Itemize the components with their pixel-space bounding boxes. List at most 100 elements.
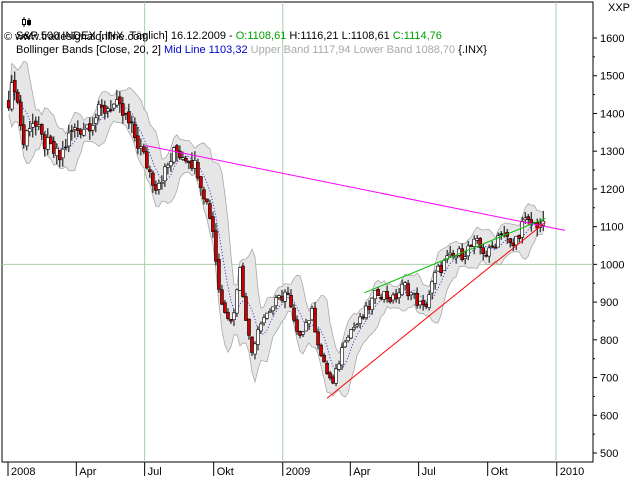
candle-body [229,319,233,322]
candle-body [412,293,416,295]
candle-body [64,146,68,149]
plot-area [1,1,594,463]
candle-body [48,136,53,145]
candle-body [163,166,167,182]
candle-body [463,256,467,259]
candle-body [12,79,17,93]
y-tick-label: 500 [600,448,618,460]
candle-body [36,124,41,127]
legend-symbol-label: S&P 500 INDEX [.INX Täglich] [16,30,168,42]
candle-body [21,124,26,145]
candle-body [475,238,479,241]
symbol-code: XXP [607,2,630,14]
candle-body [442,260,446,271]
candle-body [169,161,173,167]
legend-symbol-suffix: {.INX} [458,44,487,56]
candle-body [490,245,494,248]
candle-body [106,108,110,112]
candle-body [430,281,434,294]
candle-body [247,318,251,336]
candle-body [253,343,257,355]
candle-body [166,164,170,168]
candle-body [235,289,239,314]
candle-body [373,289,377,300]
candle-body [406,283,410,297]
candle-body [454,255,458,259]
candle-body [394,293,398,300]
candle-body [436,265,440,272]
candle-body [220,289,224,305]
candle-body [424,303,428,307]
x-tick-label: Apr [79,466,96,478]
candle-body [388,297,392,303]
legend-mid-line: Mid Line 1103,32 [163,44,248,56]
candle-body [39,123,44,135]
candle-body [340,347,344,366]
candle-body [9,82,14,110]
candle-body [127,111,131,124]
candle-body [514,235,519,246]
lower-band-line [8,114,544,398]
candle-body [208,203,212,219]
candle-body [418,300,422,306]
y-tick-label: 1000 [600,259,624,271]
candle-body [499,233,504,236]
upper-band-line [8,60,544,355]
candle-body [244,296,248,321]
candle-body [487,247,491,257]
candle-body [421,300,425,306]
candle-body [262,317,266,324]
candle-body [223,302,227,313]
candle-body [313,307,317,333]
candle-body [277,295,281,298]
candle-body [271,306,275,312]
candle-body [283,291,287,302]
candle-body [355,324,359,327]
indicator-wave-icon [4,18,33,40]
candle-body [27,128,32,133]
candle-body [328,372,332,379]
y-tick-label: 900 [600,297,618,309]
candle-body [310,308,314,321]
legend-indicator-line: Bollinger Bands [Close, 20, 2] Mid Line … [4,17,487,57]
candle-body [250,336,254,353]
candle-body [205,198,209,203]
candle-body [190,160,194,169]
candle-body [322,354,326,363]
trendline-upper-channel [364,217,546,294]
candle-body [379,297,383,300]
candle-body [415,292,419,306]
candle-body [316,331,320,346]
candle-body [157,182,161,190]
candle-body [33,120,38,127]
candlestick-icon [4,4,32,27]
candle-body [60,148,65,159]
candle-body [439,264,443,273]
candle-body [51,141,56,154]
legend-close: C:1114,76 [392,30,442,42]
candle-body [139,146,143,149]
candle-body [460,248,464,260]
bollinger-band-fill [8,61,544,398]
candle-body [526,216,531,220]
candle-body [286,292,290,295]
candle-body [118,96,122,105]
candle-body [136,135,140,149]
candle-body [493,246,497,249]
candle-body [142,146,146,153]
candle-body [88,123,92,132]
candle-body [256,329,260,345]
candle-body [100,104,104,108]
candle-body [484,254,488,257]
candle-body [472,238,476,247]
candle-body [109,109,113,112]
legend-price-line: S&P 500 INDEX [.INX Täglich] 16.12.2009 … [4,3,442,43]
y-tick-label: 1400 [600,108,624,120]
legend-lower-band: Lower Band 1088,70 [353,44,456,56]
candle-body [349,329,353,339]
candle-body [184,157,188,162]
source-label: www.tradesignalonline.com [15,31,149,43]
candle-body [319,344,323,356]
